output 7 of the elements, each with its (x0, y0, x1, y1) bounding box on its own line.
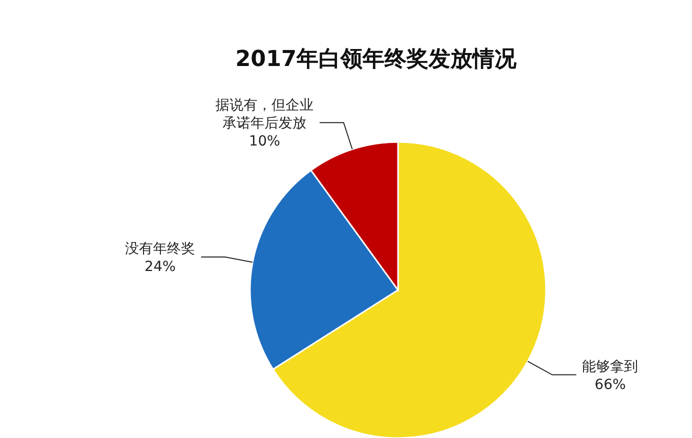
slice-label: 能够拿到 (582, 358, 638, 375)
chart-title: 2017年白领年终奖发放情况 (235, 47, 518, 72)
data-label: 24% (144, 259, 176, 276)
data-label: 10% (249, 134, 280, 150)
slice-label: 没有年终奖 (125, 241, 196, 258)
slice-label: 据说有，但企业承诺年后发放 (216, 98, 314, 132)
data-label: 66% (594, 376, 626, 393)
